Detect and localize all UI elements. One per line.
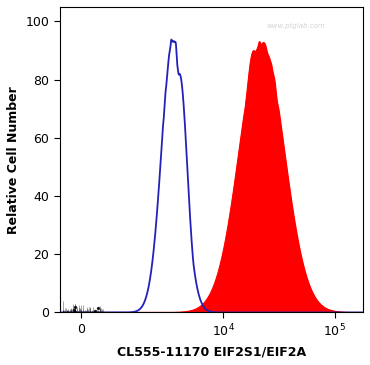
Y-axis label: Relative Cell Number: Relative Cell Number: [7, 86, 20, 234]
Point: [95, 305, 101, 311]
Point: [72, 304, 78, 310]
Point: [72, 309, 78, 315]
X-axis label: CL555-11170 EIF2S1/EIF2A: CL555-11170 EIF2S1/EIF2A: [117, 345, 306, 358]
Point: [92, 308, 98, 314]
Point: [71, 307, 77, 312]
Text: www.ptglab.com: www.ptglab.com: [266, 23, 325, 29]
